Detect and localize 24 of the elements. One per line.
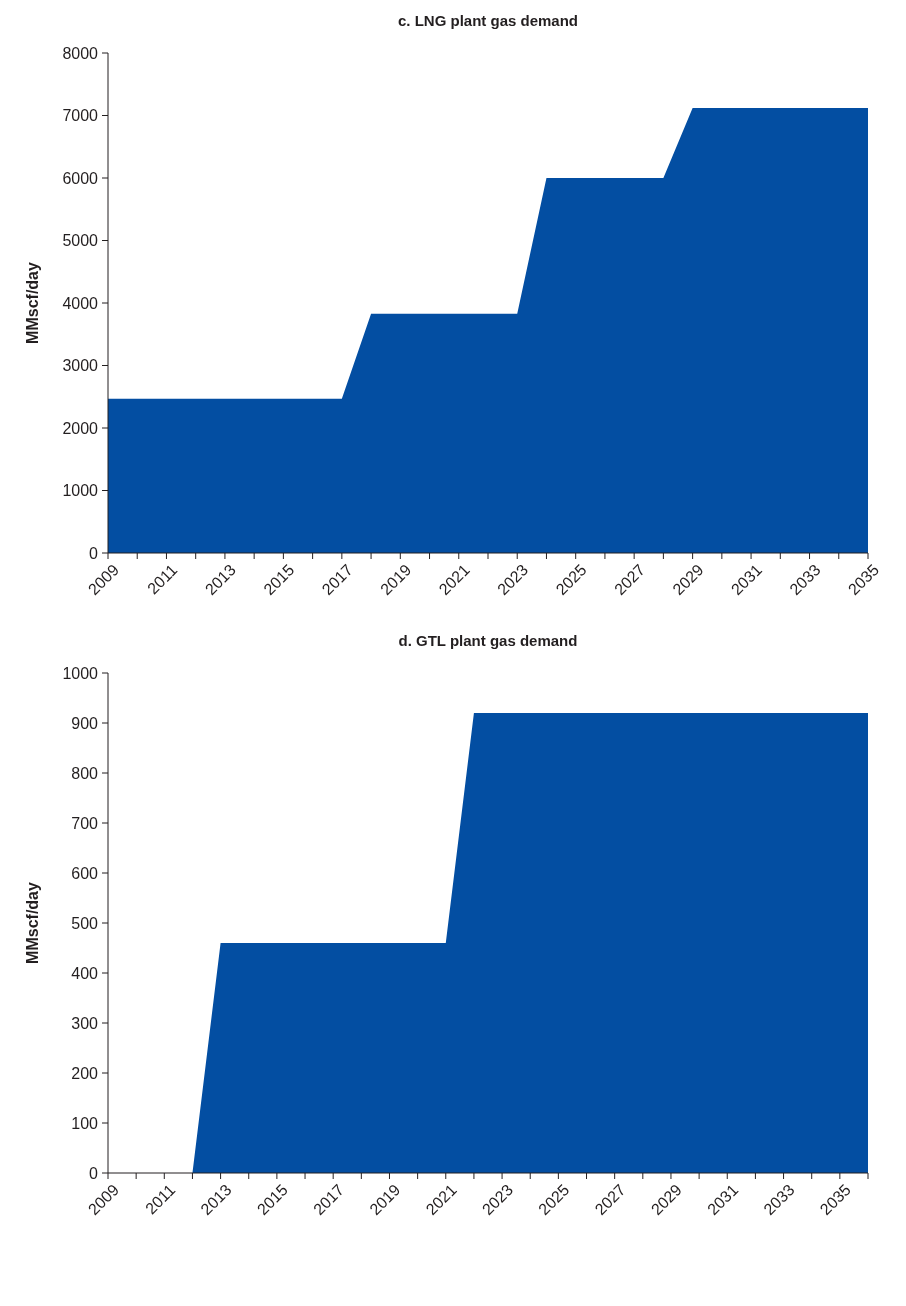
y-axis-title: MMscf/day (24, 882, 41, 964)
y-tick-label: 1000 (62, 664, 99, 682)
y-tick-label: 600 (71, 864, 99, 882)
chart-title: d. GTL plant gas demand (398, 632, 578, 649)
y-tick-label: 8000 (62, 44, 99, 62)
y-tick-label: 800 (71, 764, 99, 782)
y-tick-label: 5000 (62, 232, 99, 250)
y-tick-label: 6000 (62, 169, 99, 187)
y-tick-label: 7000 (62, 107, 99, 125)
y-tick-label: 4000 (62, 294, 99, 312)
y-tick-label: 900 (71, 714, 99, 732)
y-tick-label: 500 (71, 914, 99, 932)
y-tick-label: 200 (71, 1064, 99, 1082)
y-tick-label: 100 (71, 1114, 99, 1132)
y-tick-label: 2000 (62, 419, 99, 437)
y-tick-label: 300 (71, 1014, 99, 1032)
y-axis-title: MMscf/day (24, 262, 41, 344)
chart-title: c. LNG plant gas demand (397, 12, 579, 29)
y-tick-label: 0 (89, 1164, 99, 1182)
y-tick-label: 3000 (62, 357, 99, 375)
y-tick-label: 400 (71, 964, 99, 982)
y-tick-label: 1000 (62, 482, 99, 500)
y-tick-label: 0 (89, 544, 99, 562)
y-tick-label: 700 (71, 814, 99, 832)
